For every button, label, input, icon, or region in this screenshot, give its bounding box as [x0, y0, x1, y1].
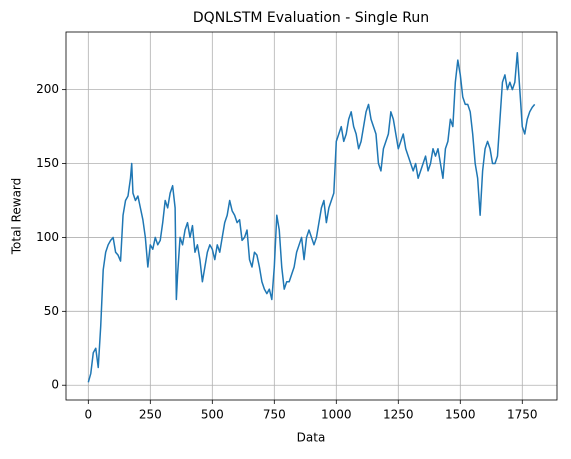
x-tick-label: 1250 [383, 408, 414, 422]
y-tick-label: 200 [36, 82, 59, 96]
x-tick-label: 1750 [507, 408, 538, 422]
plot-frame [65, 31, 558, 401]
x-tick-label: 500 [201, 408, 224, 422]
x-tick-label: 750 [263, 408, 286, 422]
x-axis-label: Data [297, 431, 326, 445]
chart-title: DQNLSTM Evaluation - Single Run [193, 10, 429, 26]
data-line [87, 51, 536, 383]
y-tick-label: 0 [51, 378, 59, 392]
x-tick-label: 250 [139, 408, 162, 422]
x-tick-label: 1000 [321, 408, 352, 422]
y-axis-label: Total Reward [10, 178, 24, 256]
x-tick-label: 1500 [445, 408, 476, 422]
x-tick-label: 0 [84, 408, 92, 422]
y-tick-label: 100 [36, 230, 59, 244]
y-tick-label: 150 [36, 156, 59, 170]
y-tick-label: 50 [44, 304, 59, 318]
